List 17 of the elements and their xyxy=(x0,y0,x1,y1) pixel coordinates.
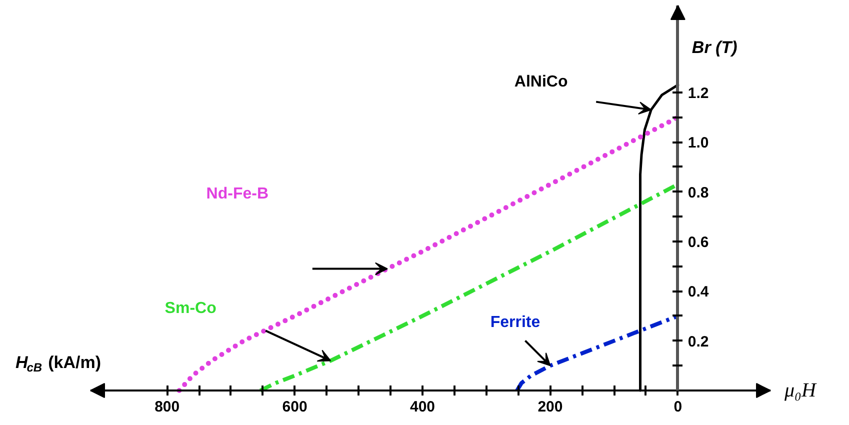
x-tick-label: 0 xyxy=(674,398,682,416)
x-tick-label: 200 xyxy=(538,398,563,416)
y-tick-label: 0.4 xyxy=(688,284,710,301)
y-axis-title: Br (T) xyxy=(692,38,738,57)
y-tick-label: 0.2 xyxy=(688,333,709,350)
x-tick-label: 400 xyxy=(410,398,436,416)
y-tick-label: 1.0 xyxy=(688,134,709,152)
text: AlNiCo xyxy=(514,73,568,90)
x-tick-label: 800 xyxy=(154,398,180,416)
y-tick-label: 0.6 xyxy=(688,234,709,251)
x-axis-title: μ₀H xyxy=(784,380,818,402)
text: Sm-Co xyxy=(164,300,217,318)
text: Nd-Fe-B xyxy=(206,185,269,202)
y-tick-label: 1.2 xyxy=(688,84,709,102)
y-tick-label: 0.8 xyxy=(688,184,709,202)
x-tick-label: 600 xyxy=(282,398,308,416)
text: Ferrite xyxy=(490,314,540,332)
